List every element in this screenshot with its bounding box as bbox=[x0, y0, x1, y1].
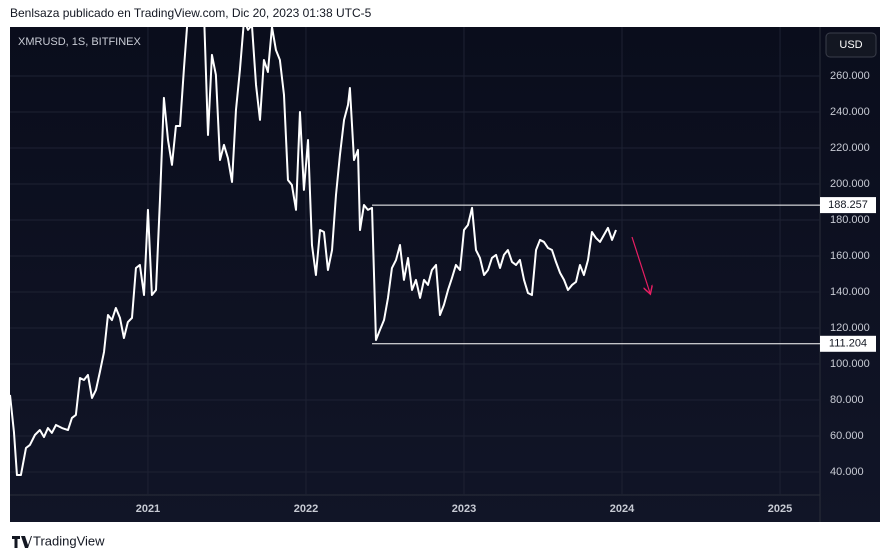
y-tick-label: 40.000 bbox=[830, 466, 864, 478]
y-tick-label: 200.000 bbox=[830, 178, 870, 190]
x-tick-label: 2024 bbox=[610, 503, 635, 515]
y-tick-label: 80.000 bbox=[830, 394, 864, 406]
y-tick-label: 100.000 bbox=[830, 358, 870, 370]
y-tick-label: 220.000 bbox=[830, 142, 870, 154]
price-line bbox=[10, 27, 617, 477]
y-tick-label: 120.000 bbox=[830, 322, 870, 334]
level-label: 111.204 bbox=[829, 338, 867, 350]
symbol-title: XMRUSD, 1S, BITFINEX bbox=[18, 36, 142, 48]
publisher-note: Benlsaza publicado en TradingView.com, D… bbox=[10, 6, 372, 20]
chart-panel bbox=[10, 27, 880, 522]
y-tick-label: 180.000 bbox=[830, 214, 870, 226]
brand-name: TradingView bbox=[33, 533, 105, 548]
x-tick-label: 2022 bbox=[294, 503, 318, 515]
y-tick-label: 260.000 bbox=[830, 70, 870, 82]
y-tick-label: 60.000 bbox=[830, 430, 864, 442]
x-tick-label: 2021 bbox=[136, 503, 160, 515]
level-label: 188.257 bbox=[828, 199, 868, 211]
y-tick-label: 160.000 bbox=[830, 250, 870, 262]
level-label-box bbox=[820, 335, 876, 352]
x-tick-label: 2025 bbox=[768, 503, 792, 515]
brand-logo bbox=[12, 536, 32, 548]
drawn-arrow bbox=[631, 236, 650, 293]
currency-label[interactable]: USD bbox=[839, 39, 862, 51]
x-tick-label: 2023 bbox=[452, 503, 476, 515]
currency-button[interactable] bbox=[825, 32, 877, 58]
y-tick-label: 140.000 bbox=[830, 286, 870, 298]
y-tick-label: 240.000 bbox=[830, 106, 870, 118]
level-label-box bbox=[820, 197, 876, 214]
